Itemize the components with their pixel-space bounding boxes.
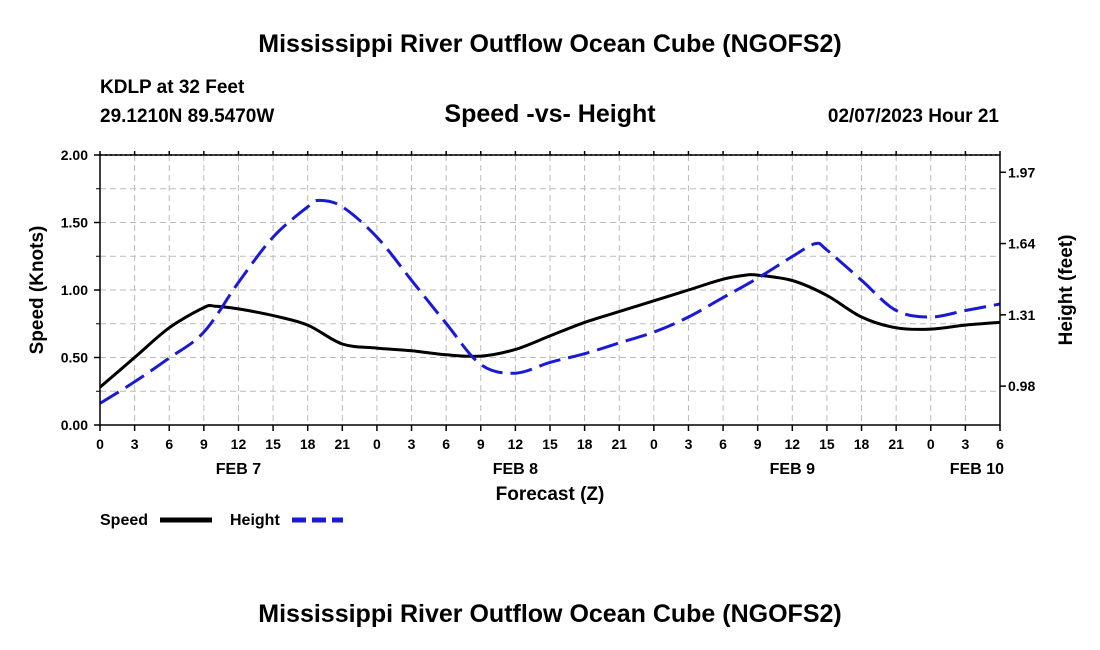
x-tick-label: 15 (542, 436, 558, 452)
x-tick-label: 12 (508, 436, 524, 452)
x-tick-label: 6 (996, 436, 1004, 452)
grid (100, 155, 1000, 425)
footer-title: Mississippi River Outflow Ocean Cube (NG… (258, 600, 842, 628)
forecast-datetime: 02/07/2023 Hour 21 (827, 106, 999, 127)
x-tick-label: 12 (785, 436, 801, 452)
x-tick-label: 6 (442, 436, 450, 452)
y-axis-title: Speed (Knots) (27, 226, 48, 355)
x-tick-label: 15 (265, 436, 281, 452)
x-tick-label: 0 (96, 436, 104, 452)
station-coordinates: 29.1210N 89.5470W (100, 106, 275, 127)
axes: 0 3 6 9 12 15 18 21 0 3 6 9 12 15 18 21 0 3 6 9 12 15 18 21 0 3 6 F… (61, 147, 1036, 478)
x-tick-label: 18 (577, 436, 593, 452)
chart-subtitle: Speed -vs- Height (444, 100, 656, 128)
y2-tick-label: 1.64 (1008, 236, 1035, 252)
y2-axis-title: Height (feet) (1056, 235, 1077, 346)
station-label: KDLP at 32 Feet (100, 77, 245, 98)
series-line-speed (99, 273, 1001, 389)
x-axis-title: Forecast (Z) (496, 484, 605, 505)
y-tick-label: 1.00 (61, 282, 88, 298)
x-tick-label: 0 (373, 436, 381, 452)
x-tick-label: 0 (927, 436, 935, 452)
x-tick-label: 6 (165, 436, 173, 452)
y2-tick-label: 0.98 (1008, 378, 1035, 394)
x-tick-label: 21 (888, 436, 904, 452)
x-tick-label: 21 (335, 436, 351, 452)
x-tick-label: 3 (131, 436, 139, 452)
y2-tick-label: 1.31 (1008, 307, 1035, 323)
x-tick-label: 6 (719, 436, 727, 452)
x-tick-label: 9 (200, 436, 208, 452)
y-tick-label: 0.00 (61, 417, 88, 433)
legend: Speed Height (100, 512, 343, 529)
day-label: FEB 8 (493, 461, 538, 478)
y-tick-label: 0.50 (61, 350, 88, 366)
x-tick-label: 0 (650, 436, 658, 452)
chart-title: Mississippi River Outflow Ocean Cube (NG… (258, 30, 842, 58)
y-tick-label: 2.00 (61, 147, 88, 163)
series-line-height (99, 198, 1001, 405)
x-tick-label: 18 (854, 436, 870, 452)
x-tick-label: 21 (611, 436, 627, 452)
x-tick-label: 3 (408, 436, 416, 452)
y2-tick-label: 1.97 (1008, 164, 1035, 180)
x-tick-label: 15 (819, 436, 835, 452)
x-tick-label: 18 (300, 436, 316, 452)
legend-height-label: Height (230, 512, 280, 529)
x-tick-label: 3 (685, 436, 693, 452)
day-label: FEB 10 (950, 461, 1004, 478)
day-label: FEB 9 (770, 461, 815, 478)
legend-speed-label: Speed (100, 512, 148, 529)
x-tick-label: 3 (961, 436, 969, 452)
series-group (99, 198, 1001, 405)
y-tick-label: 1.50 (61, 215, 88, 231)
x-tick-label: 12 (231, 436, 247, 452)
x-tick-label: 9 (477, 436, 485, 452)
day-label: FEB 7 (216, 461, 261, 478)
x-tick-label: 9 (754, 436, 762, 452)
